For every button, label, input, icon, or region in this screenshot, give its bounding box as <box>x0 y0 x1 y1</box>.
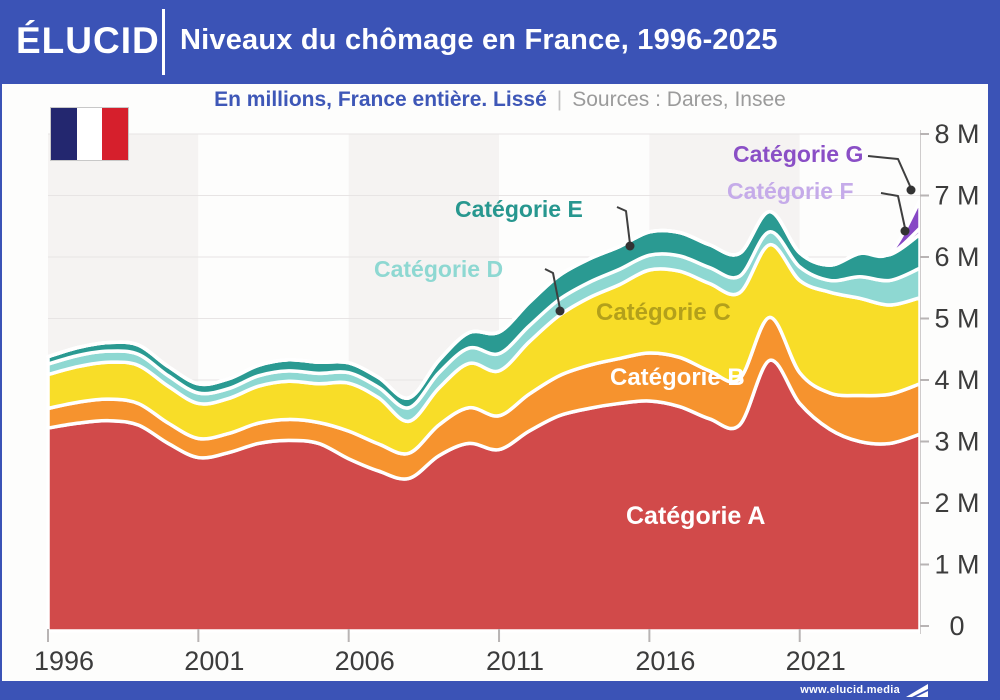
y-axis-label: 2 M <box>934 488 979 518</box>
france-flag <box>50 107 129 161</box>
category-c-label: Catégorie C <box>596 299 731 326</box>
leader-category-e <box>616 206 631 245</box>
y-axis-label: 8 M <box>934 119 979 149</box>
category-f-label: Catégorie F <box>727 178 854 204</box>
y-axis-label: 0 <box>949 611 964 641</box>
x-axis-label: 2001 <box>184 646 244 676</box>
subtitle-divider: | <box>556 88 563 111</box>
header-separator <box>162 9 165 75</box>
x-axis-label: 2016 <box>635 646 695 676</box>
brand-logo: ÉLUCID <box>16 20 160 61</box>
y-axis-label: 3 M <box>934 427 979 457</box>
y-axis-label: 4 M <box>934 365 979 395</box>
category-b-label: Catégorie B <box>610 364 745 391</box>
subtitle-sources: Sources : Dares, Insee <box>572 88 786 111</box>
flag-stripe-white <box>76 108 103 160</box>
subtitle-bar: En millions, France entière. Lissé | Sourc… <box>0 88 1000 112</box>
right-border-strip <box>988 84 1000 681</box>
category-g-label: Catégorie G <box>733 141 864 167</box>
x-axis-label: 2021 <box>786 646 846 676</box>
left-border-strip <box>0 84 2 681</box>
y-axis-label: 5 M <box>934 304 979 334</box>
footer-url: www.elucid.media <box>800 684 900 696</box>
leader-category-f <box>880 192 906 229</box>
x-axis-label: 2006 <box>335 646 395 676</box>
footer-bar: www.elucid.media <box>0 681 1000 700</box>
header-bar: ÉLUCID Niveaux du chômage en France, 199… <box>0 0 1000 84</box>
subtitle-note: En millions, France entière. Lissé <box>214 88 547 111</box>
y-axis-label: 7 M <box>934 181 979 211</box>
page-title: Niveaux du chômage en France, 1996-2025 <box>180 24 778 56</box>
leader-lines <box>544 155 916 316</box>
flag-stripe-red <box>102 108 129 160</box>
y-axis-label: 1 M <box>934 550 979 580</box>
elucid-flag-icon <box>906 684 928 697</box>
category-e-label: Catégorie E <box>455 196 583 222</box>
category-a-label: Catégorie A <box>626 502 766 530</box>
y-axis-label: 6 M <box>934 242 979 272</box>
leader-category-g <box>867 155 911 187</box>
flag-stripe-blue <box>51 108 77 160</box>
y-axis: 0 1 M 2 M 3 M 4 M 5 M 6 M 7 M 8 M <box>920 119 980 641</box>
x-axis: 1996 2001 2006 2011 2016 2021 <box>34 629 846 676</box>
x-axis-label: 2011 <box>486 646 544 676</box>
category-d-label: Catégorie D <box>374 256 504 282</box>
x-axis-label: 1996 <box>34 646 94 676</box>
leader-category-d <box>544 268 561 310</box>
